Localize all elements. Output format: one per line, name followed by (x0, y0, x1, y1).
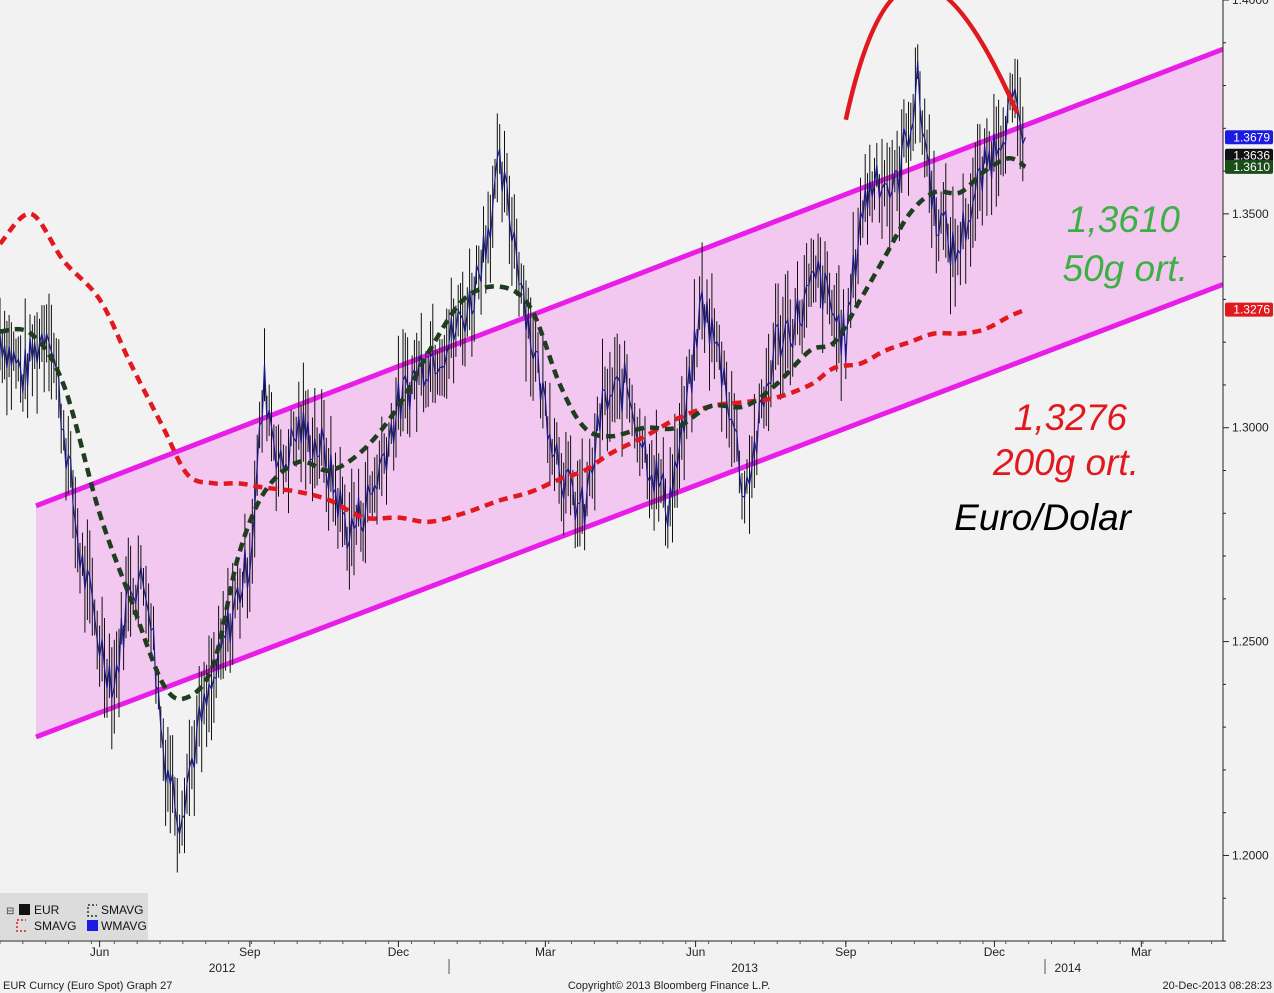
smavg-50-line (0, 156, 1027, 702)
value-tag-box (1225, 302, 1273, 317)
x-month-label: Mar (1131, 945, 1152, 959)
x-year-label: 2014 (1055, 961, 1082, 975)
annotation-50g: 1,3610 50g ort. (1063, 199, 1188, 289)
moving-average-layer (0, 156, 1027, 702)
channel-upper-line (35, 46, 1224, 509)
value-tag-label: 1.3636 (1233, 149, 1270, 163)
legend-label-smavg-200: SMAVG (34, 919, 76, 933)
footer-left-text: EUR Curncy (Euro Spot) Graph 27 (3, 980, 172, 992)
legend-swatch-wmavg (87, 920, 98, 931)
value-tag-box (1225, 148, 1273, 163)
arc-layer (843, 0, 1020, 121)
footer-bar (0, 976, 1274, 993)
y-tick-label: 1.2500 (1232, 635, 1269, 649)
legend-swatch-eur (19, 904, 30, 915)
annotation-50g-value: 1,3610 (1067, 199, 1181, 240)
x-month-label: Dec (388, 945, 409, 959)
value-tag-label: 1.3276 (1233, 303, 1270, 317)
footer-copyright: Copyright© 2013 Bloomberg Finance L.P. (568, 980, 770, 992)
annotation-200g: 1,3276 200g ort. (992, 397, 1139, 483)
value-tag-label: 1.3679 (1233, 130, 1270, 144)
x-year-label: 2013 (731, 961, 758, 975)
legend-expand-icon[interactable]: ⊟ (6, 906, 14, 917)
eur-price-line (0, 61, 1026, 835)
legend-background (0, 893, 148, 940)
legend-swatch-smavg-200 (16, 919, 26, 932)
resistance-arc (843, 0, 1020, 121)
legend-swatch-smavg-50 (87, 904, 97, 917)
legend: ⊟ EUR SMAVG SMAVG WMAVG (0, 893, 148, 940)
y-tick-label: 1.3500 (1232, 207, 1269, 221)
y-axis-panel (1223, 0, 1274, 976)
x-year-label: 2012 (209, 961, 236, 975)
value-tag-box (1225, 130, 1273, 145)
y-tick-label: 1.2000 (1232, 848, 1269, 862)
annotation-200g-value: 1,3276 (1014, 397, 1128, 438)
x-month-label: Sep (835, 945, 857, 959)
x-month-label: Jun (90, 945, 109, 959)
annotation-200g-label: 200g ort. (992, 442, 1139, 483)
value-tag-box (1225, 159, 1273, 174)
x-month-label: Sep (239, 945, 261, 959)
footer-timestamp: 20-Dec-2013 08:28:23 (1163, 980, 1272, 992)
legend-label-wmavg: WMAVG (101, 919, 147, 933)
value-tag-label: 1.3610 (1233, 160, 1270, 174)
channel-lower-line (35, 282, 1224, 740)
smavg-200-line (0, 211, 1027, 525)
annotation-50g-label: 50g ort. (1063, 248, 1188, 289)
annotation-pair-title: Euro/Dolar (954, 497, 1133, 538)
y-tick-label: 1.3000 (1232, 421, 1269, 435)
legend-label-eur: EUR (34, 903, 60, 917)
x-month-label: Mar (535, 945, 556, 959)
legend-label-smavg-50: SMAVG (101, 903, 143, 917)
y-tick-label: 1.4000 (1232, 0, 1269, 7)
x-month-label: Jun (686, 945, 705, 959)
x-month-label: Dec (984, 945, 1005, 959)
